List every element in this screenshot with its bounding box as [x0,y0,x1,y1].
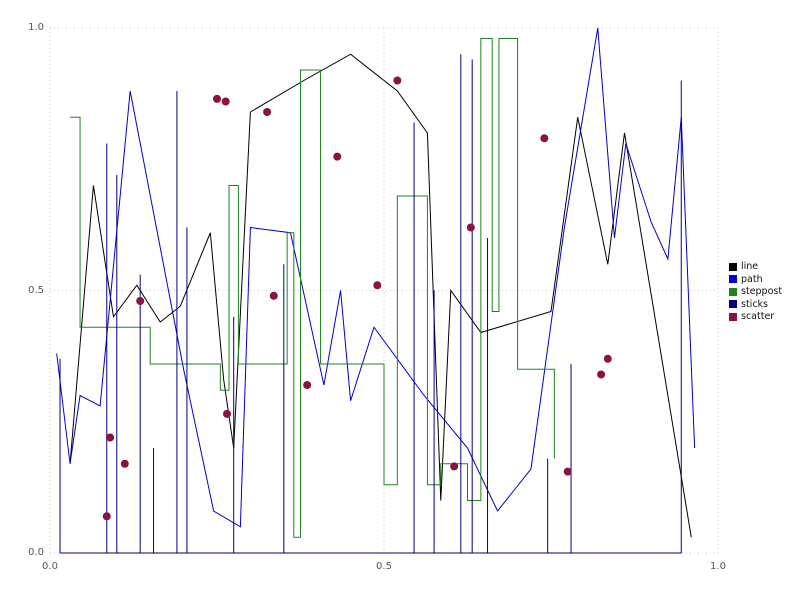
series-path [56,27,696,528]
legend-label: sticks [741,298,768,310]
legend-item-scatter: scatter [729,312,782,322]
series-scatter [102,76,612,521]
legend-swatch-scatter [729,312,737,321]
legend-item-steppost: steppost [729,287,782,297]
legend-label: scatter [741,311,775,322]
series-line [69,53,692,538]
legend-item-line: line [729,262,782,272]
legend-swatch-steppost [729,287,737,296]
y-tick-label: 0.5 [28,284,44,296]
y-tick-label: 1.0 [28,22,44,33]
legend-label: path [741,273,763,285]
x-tick-label: 1.0 [710,561,726,572]
legend-item-path: path [729,273,782,285]
series-steppost [70,38,555,538]
x-tick-label: 0.5 [376,561,392,572]
legend-swatch-line [729,262,737,271]
legend-label: line [741,261,759,272]
legend: line path steppost sticks scatter [729,262,782,322]
legend-label: steppost [741,286,783,297]
series-sticks [59,54,682,554]
y-tick-label: 0.0 [28,547,44,558]
legend-swatch-sticks [729,300,737,309]
legend-item-sticks: sticks [729,298,782,310]
x-tick-label: 0.0 [42,561,58,572]
legend-swatch-path [729,275,737,284]
